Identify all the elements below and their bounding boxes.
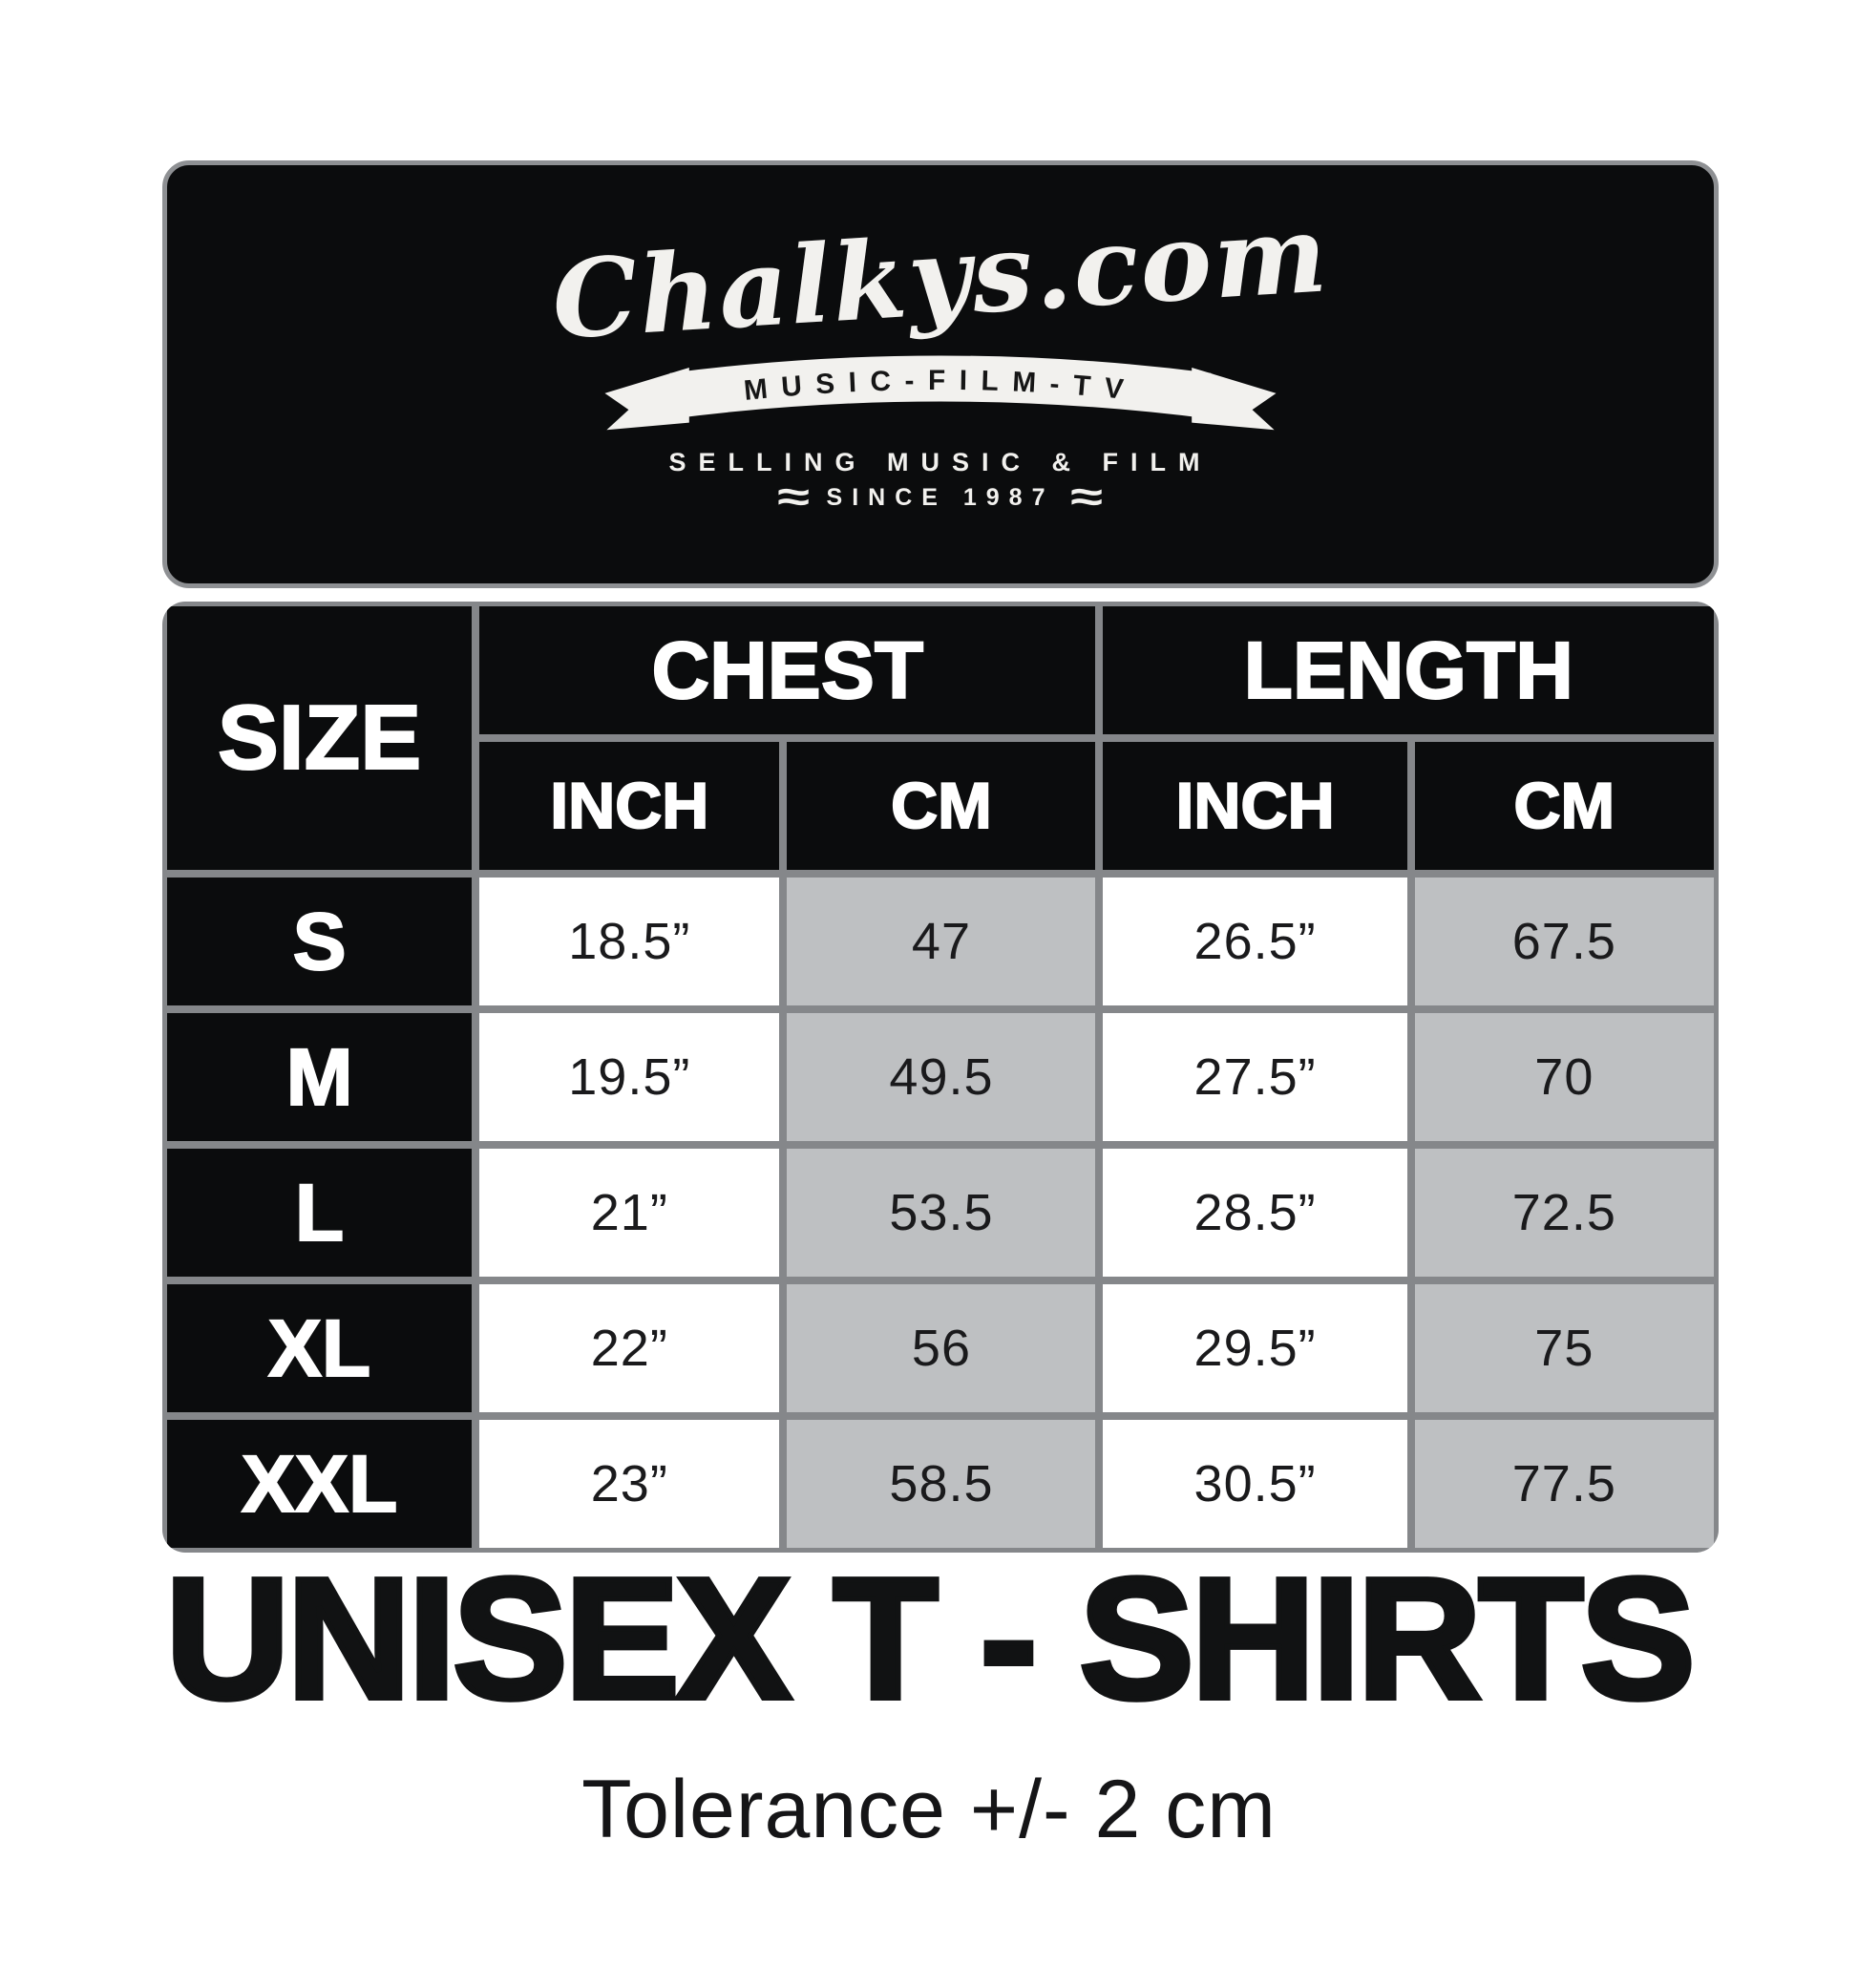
row-xl-chest-inch: 22” bbox=[479, 1284, 780, 1412]
row-xxl-chest-cm: 58.5 bbox=[787, 1420, 1096, 1548]
flourish-right-icon: ≈ bbox=[1070, 474, 1104, 521]
ribbon-band bbox=[669, 355, 1212, 419]
row-m-size: M bbox=[167, 1013, 473, 1141]
row-s-chest-inch: 18.5” bbox=[479, 878, 780, 1005]
header-size: SIZE bbox=[167, 606, 473, 870]
row-xl-length-inch: 29.5” bbox=[1103, 1284, 1407, 1412]
brand-logo: Chalkys.com bbox=[548, 191, 1333, 364]
header-chest: CHEST bbox=[479, 606, 1096, 734]
ribbon-tail-right-icon bbox=[1192, 367, 1277, 431]
header-length: LENGTH bbox=[1103, 606, 1714, 734]
row-xxl-length-inch: 30.5” bbox=[1103, 1420, 1407, 1548]
row-xxl-size: XXL bbox=[167, 1420, 473, 1548]
size-chart-table: SIZE CHEST LENGTH INCH CM INCH CM S 18.5… bbox=[162, 602, 1719, 1553]
tagline-text: SELLING MUSIC & FILM bbox=[668, 448, 1213, 476]
row-l-size: L bbox=[167, 1149, 473, 1277]
ribbon-banner-icon: MUSIC-FILM-TV bbox=[604, 355, 1277, 431]
ribbon-tail-left-icon bbox=[604, 367, 689, 431]
row-l-length-cm: 72.5 bbox=[1414, 1149, 1714, 1277]
row-xxl-chest-inch: 23” bbox=[479, 1420, 780, 1548]
header-chest-cm: CM bbox=[787, 742, 1096, 870]
header-chest-inch: INCH bbox=[479, 742, 780, 870]
header-length-inch: INCH bbox=[1103, 742, 1407, 870]
flourish-left-icon: ≈ bbox=[777, 474, 811, 521]
product-title: UNISEX T - SHIRTS bbox=[162, 1543, 1698, 1735]
row-s-length-cm: 67.5 bbox=[1414, 878, 1714, 1005]
row-l-chest-inch: 21” bbox=[479, 1149, 780, 1277]
row-s-length-inch: 26.5” bbox=[1103, 878, 1407, 1005]
row-m-chest-cm: 49.5 bbox=[787, 1013, 1096, 1141]
since-text: SINCE 1987 bbox=[826, 484, 1055, 511]
header-length-cm: CM bbox=[1414, 742, 1714, 870]
tolerance-note: Tolerance +/- 2 cm bbox=[581, 1764, 1277, 1855]
row-xxl-length-cm: 77.5 bbox=[1414, 1420, 1714, 1548]
row-m-length-cm: 70 bbox=[1414, 1013, 1714, 1141]
row-s-chest-cm: 47 bbox=[787, 878, 1096, 1005]
row-xl-length-cm: 75 bbox=[1414, 1284, 1714, 1412]
row-s-size: S bbox=[167, 878, 473, 1005]
brand-header: Chalkys.com MUSIC-FILM-TV SELLING MUSIC … bbox=[162, 160, 1719, 588]
row-l-chest-cm: 53.5 bbox=[787, 1149, 1096, 1277]
row-l-length-inch: 28.5” bbox=[1103, 1149, 1407, 1277]
row-xl-chest-cm: 56 bbox=[787, 1284, 1096, 1412]
row-xl-size: XL bbox=[167, 1284, 473, 1412]
since-row: ≈ SINCE 1987 ≈ bbox=[778, 476, 1104, 518]
row-m-chest-inch: 19.5” bbox=[479, 1013, 780, 1141]
row-m-length-inch: 27.5” bbox=[1103, 1013, 1407, 1141]
